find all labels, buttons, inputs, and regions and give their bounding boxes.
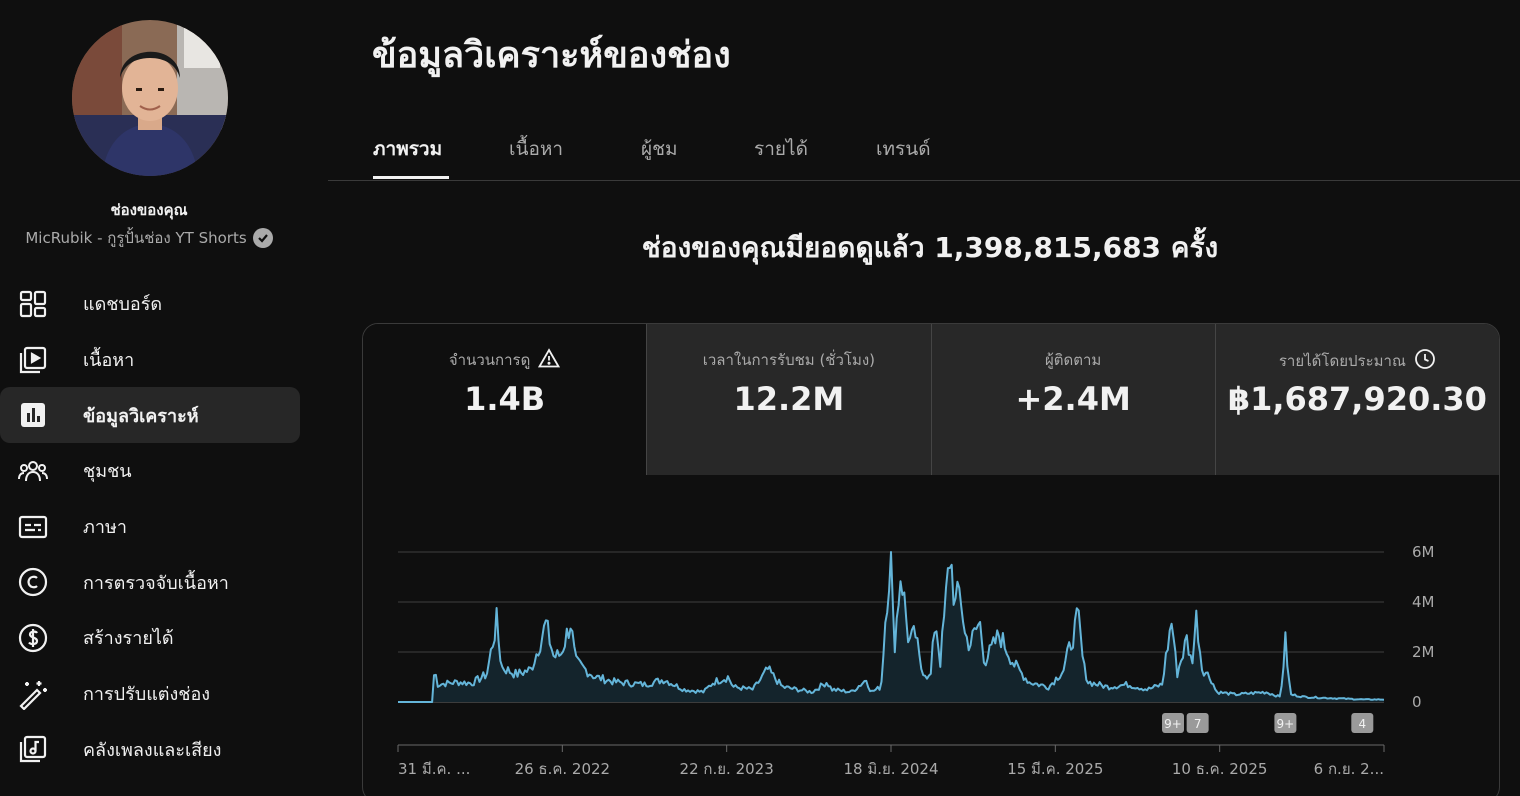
copyright-icon xyxy=(16,565,50,599)
total-views-headline: ช่องของคุณมียอดดูแล้ว 1,398,815,683 ครั้… xyxy=(641,231,1219,264)
y-tick-label: 4M xyxy=(1412,593,1435,611)
y-tick-label: 6M xyxy=(1412,543,1435,561)
metric-label: ผู้ติดตาม xyxy=(1044,351,1102,369)
channel-name-row: MicRubik - กูรูปั้นช่อง YT Shorts xyxy=(0,226,298,250)
sidebar-item-label: ข้อมูลวิเคราะห์ xyxy=(83,405,199,427)
content-marker-label: 9+ xyxy=(1164,717,1182,731)
content-marker-badge xyxy=(1274,713,1297,733)
active-tab-indicator xyxy=(373,176,449,179)
sidebar-item-label: ภาษา xyxy=(83,517,127,539)
metric-tabs: จำนวนการดู 1.4B เวลาในการรับชม (ชั่วโมง)… xyxy=(363,324,1499,475)
content-marker-label: 7 xyxy=(1194,717,1202,731)
tab-revenue[interactable]: รายได้ xyxy=(754,138,808,160)
sidebar-item-monetization[interactable]: สร้างรายได้ xyxy=(0,610,300,666)
analytics-icon xyxy=(16,398,50,432)
audio-library-icon xyxy=(16,732,50,766)
verified-check-icon xyxy=(252,228,273,248)
metric-label: รายได้โดยประมาณ xyxy=(1278,352,1406,370)
clock-icon xyxy=(1414,348,1436,374)
tab-overview[interactable]: ภาพรวม xyxy=(373,138,443,160)
x-tick-label: 10 ธ.ค. 2025 xyxy=(1172,760,1268,778)
sidebar-item-label: สร้างรายได้ xyxy=(83,628,174,650)
channel-label: ช่องของคุณ xyxy=(110,201,188,219)
sidebar-item-dashboard[interactable]: แดชบอร์ด xyxy=(0,276,300,332)
x-tick-label: 31 มี.ค. ... xyxy=(398,760,470,778)
sidebar-item-label: ชุมชน xyxy=(83,461,132,483)
metric-label: จำนวนการดู xyxy=(448,351,531,369)
views-chart-svg: 6M 4M 2M 0 9+ 7 9+ 4 31 มี.ค. ... 26 ธ.ค. 2022 22 … xyxy=(397,543,1435,778)
sidebar-item-label: เนื้อหา xyxy=(83,350,135,372)
tab-audience[interactable]: ผู้ชม xyxy=(641,138,678,160)
y-tick-label: 0 xyxy=(1412,693,1422,711)
overview-card: จำนวนการดู 1.4B เวลาในการรับชม (ชั่วโมง)… xyxy=(362,323,1500,796)
content-marker-badge xyxy=(1161,713,1184,733)
warning-icon xyxy=(538,348,561,372)
metric-label-row: ผู้ติดตาม xyxy=(932,348,1215,372)
metric-value: ฿1,687,920.30 xyxy=(1227,380,1487,418)
content-marker-label: 4 xyxy=(1358,717,1366,731)
views-chart: 6M 4M 2M 0 9+ 7 9+ 4 31 มี.ค. ... 26 ธ.ค. 2022 22 … xyxy=(363,475,1499,796)
sidebar-item-label: การตรวจจับเนื้อหา xyxy=(83,572,229,594)
metric-value: +2.4M xyxy=(1015,380,1131,418)
content-icon xyxy=(16,343,50,377)
avatar[interactable] xyxy=(72,20,228,176)
sidebar-item-label: การปรับแต่งช่อง xyxy=(83,684,211,706)
x-tick-label: 18 มิ.ย. 2024 xyxy=(843,760,938,778)
x-tick-label: 6 ก.ย. 2... xyxy=(1314,760,1384,778)
metric-value: 1.4B xyxy=(464,380,546,418)
metric-label-row: จำนวนการดู xyxy=(363,348,646,372)
series-area xyxy=(398,552,1384,702)
metric-views[interactable]: จำนวนการดู 1.4B xyxy=(363,324,647,475)
x-tick-label: 22 ก.ย. 2023 xyxy=(680,760,774,778)
tab-content[interactable]: เนื้อหา xyxy=(509,138,564,160)
content-marker-badge xyxy=(1351,713,1374,733)
sidebar-item-label: คลังเพลงและเสียง xyxy=(83,739,222,761)
metric-subscribers[interactable]: ผู้ติดตาม +2.4M xyxy=(930,324,1215,475)
metric-watch-time[interactable]: เวลาในการรับชม (ชั่วโมง) 12.2M xyxy=(646,324,931,475)
content-marker-badge xyxy=(1186,713,1209,733)
sidebar-item-audio-library[interactable]: คลังเพลงและเสียง xyxy=(0,722,300,778)
content-marker-label: 9+ xyxy=(1277,717,1295,731)
customization-icon xyxy=(16,677,50,711)
sidebar-item-subtitles[interactable]: ภาษา xyxy=(0,499,300,555)
metric-value: 12.2M xyxy=(733,380,845,418)
tab-trends[interactable]: เทรนด์ xyxy=(876,138,931,160)
sidebar-item-content[interactable]: เนื้อหา xyxy=(0,332,300,388)
metric-label: เวลาในการรับชม (ชั่วโมง) xyxy=(702,351,876,369)
sidebar-item-copyright[interactable]: การตรวจจับเนื้อหา xyxy=(0,554,300,610)
sidebar: ช่องของคุณ MicRubik - กูรูปั้นช่อง YT Sh… xyxy=(0,0,310,796)
avatar-image xyxy=(72,20,228,176)
tab-bar: ภาพรวม เนื้อหา ผู้ชม รายได้ เทรนด์ xyxy=(328,120,1520,181)
subtitles-icon xyxy=(16,510,50,544)
metric-label-row: รายได้โดยประมาณ xyxy=(1216,348,1499,374)
sidebar-item-label: แดชบอร์ด xyxy=(83,294,163,316)
metric-revenue[interactable]: รายได้โดยประมาณ ฿1,687,920.30 xyxy=(1214,324,1499,475)
page-title: ข้อมูลวิเคราะห์ของช่อง xyxy=(372,35,731,76)
y-tick-label: 2M xyxy=(1412,643,1435,661)
dashboard-icon xyxy=(16,287,50,321)
sidebar-nav: แดชบอร์ด เนื้อหา ข้อมูลวิเคราะห์ ชุมชน ภ… xyxy=(0,276,300,777)
x-tick-label: 26 ธ.ค. 2022 xyxy=(515,760,611,778)
sidebar-item-community[interactable]: ชุมชน xyxy=(0,443,300,499)
channel-name: MicRubik - กูรูปั้นช่อง YT Shorts xyxy=(25,229,247,247)
metric-label-row: เวลาในการรับชม (ชั่วโมง) xyxy=(647,348,930,372)
x-tick-label: 15 มี.ค. 2025 xyxy=(1007,760,1103,778)
community-icon xyxy=(16,454,50,488)
monetization-icon xyxy=(16,621,50,655)
sidebar-item-customization[interactable]: การปรับแต่งช่อง xyxy=(0,666,300,722)
sidebar-item-analytics[interactable]: ข้อมูลวิเคราะห์ xyxy=(0,387,300,444)
series-line xyxy=(398,551,1385,703)
